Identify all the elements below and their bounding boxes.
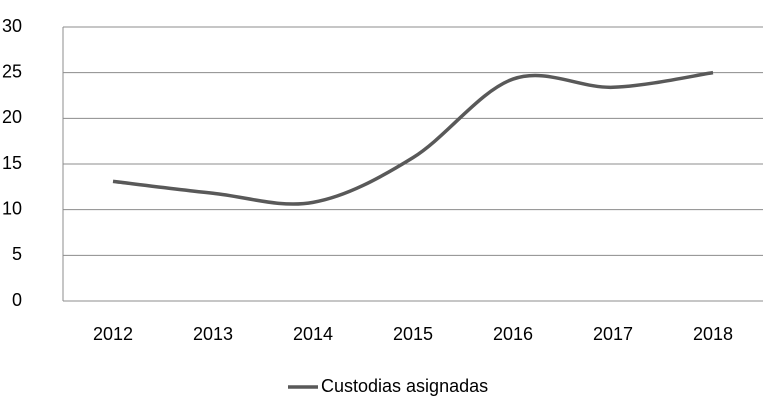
x-tick-label: 2015 [393, 324, 433, 344]
y-tick-label: 30 [2, 16, 22, 36]
legend-label: Custodias asignadas [321, 376, 488, 396]
y-tick-label: 5 [12, 244, 22, 264]
x-tick-label: 2013 [193, 324, 233, 344]
x-tick-label: 2016 [493, 324, 533, 344]
x-tick-label: 2012 [93, 324, 133, 344]
y-tick-label: 15 [2, 153, 22, 173]
series-line [112, 70, 714, 206]
y-tick-label: 20 [2, 107, 22, 127]
y-tick-label: 0 [12, 290, 22, 310]
y-tick-label: 10 [2, 198, 22, 218]
y-tick-label: 25 [2, 61, 22, 81]
x-tick-label: 2018 [693, 324, 733, 344]
x-tick-label: 2014 [293, 324, 333, 344]
x-tick-label: 2017 [593, 324, 633, 344]
